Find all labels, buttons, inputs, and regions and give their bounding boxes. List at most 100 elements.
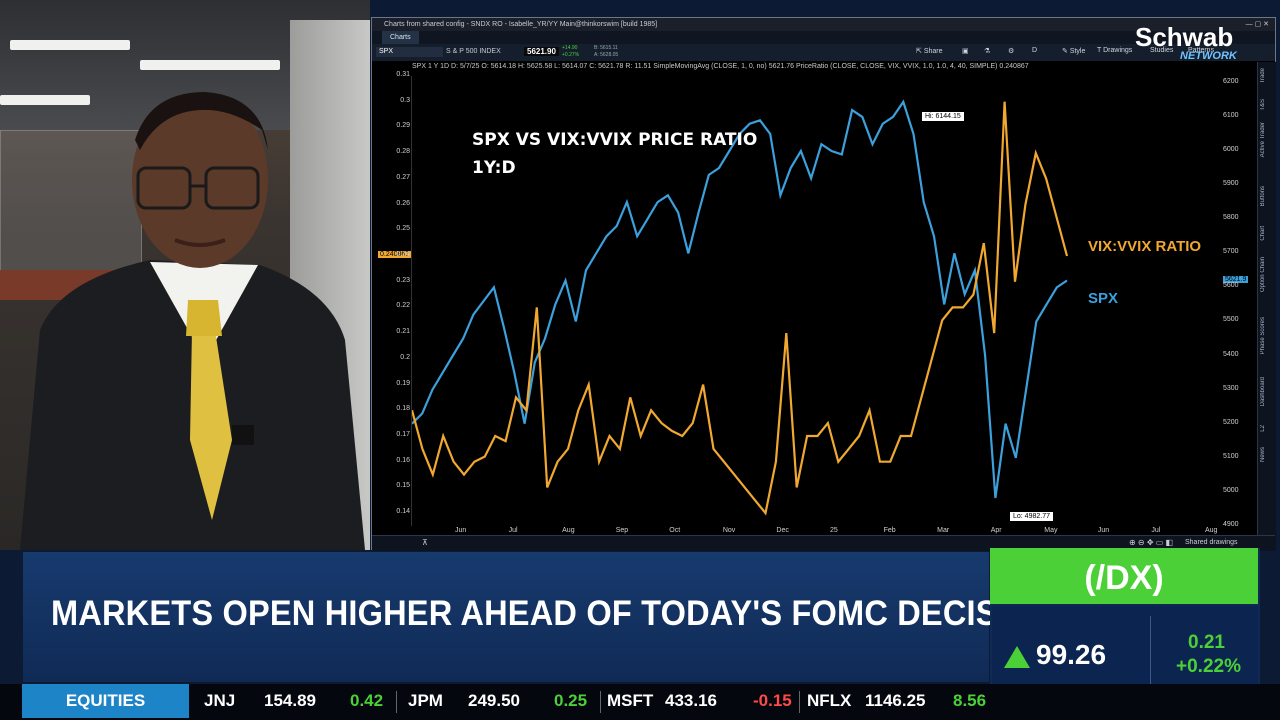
ask: A: 5628.05 [594, 52, 619, 58]
right-tick-label: 5400 [1223, 350, 1239, 358]
ticker-bar: EQUITIES JNJ 154.89 0.42 JPM 249.50 0.25 MSFT 4… [0, 684, 1280, 720]
right-tick-label: 5600 [1223, 282, 1239, 290]
ticker-symbol: MSFT [607, 691, 654, 710]
flask-icon[interactable]: ⚗ [984, 48, 991, 55]
left-tick-label: 0.28 [396, 148, 410, 156]
x-tick-label: Sep [615, 527, 629, 534]
ratio-price-marker: 0.240867 [378, 251, 412, 258]
left-tick-label: 0.14 [396, 508, 410, 516]
ticker-section-label: EQUITIES [22, 684, 189, 718]
right-tick-label: 5700 [1223, 248, 1239, 256]
right-tab-active-trader[interactable]: Active Trader [1260, 121, 1266, 157]
quote-symbol: (/DX) [990, 548, 1258, 604]
price-change-pct: +0.27% [562, 52, 580, 58]
zoom-controls-icon[interactable]: ⊕ ⊖ ✥ ▭ ◧ [1129, 538, 1174, 547]
ticker-change: 8.56 [953, 691, 987, 710]
left-tick-label: 0.2 [400, 353, 410, 361]
x-tick-label: Mar [937, 527, 950, 534]
x-tick-label: Dec [776, 527, 789, 534]
quote-change: 0.21 [1188, 632, 1225, 653]
right-tab-option-chain[interactable]: Option Chain [1260, 256, 1266, 292]
ticker-separator [799, 691, 800, 713]
ticker-price: 1146.25 [865, 691, 926, 710]
ticker-symbol: JPM [408, 691, 443, 710]
save-icon[interactable]: ▣ [962, 48, 969, 55]
x-tick-label: Jun [455, 527, 467, 534]
drawings-button[interactable]: T Drawings [1097, 47, 1133, 54]
headline-text: MARKETS OPEN HIGHER AHEAD OF TODAY'S FOM… [51, 594, 1057, 633]
gear-icon[interactable]: ⚙ [1008, 48, 1015, 55]
ticker-price: 154.89 [264, 691, 316, 710]
left-tick-label: 0.21 [396, 328, 410, 336]
series-line-vix-vvix-ratio [412, 101, 1069, 516]
chart-title: SPX VS VIX:VVIX PRICE RATIO [472, 130, 758, 150]
study-values: SPX 1 Y 1D D: 5/7/25 O: 5614.18 H: 5625.… [412, 63, 1029, 70]
right-tab-dashboard[interactable]: Dashboard [1260, 377, 1266, 407]
left-tick-label: 0.18 [396, 405, 410, 413]
x-tick-label: Jul [1151, 527, 1161, 534]
chart-svg [412, 99, 1069, 516]
right-tab-chart[interactable]: Chart [1260, 225, 1266, 241]
quote-price: 99.26 [1036, 639, 1107, 670]
study-info-bar: SPX 1 Y 1D D: 5/7/25 O: 5614.18 H: 5625.… [372, 61, 1275, 72]
brand-sub: NETWORK [1180, 50, 1237, 62]
ratio-label: VIX:VVIX RATIO [1088, 238, 1202, 255]
right-tab-trade[interactable]: Trade [1260, 68, 1266, 84]
left-tick-label: 0.19 [396, 379, 410, 387]
chart-bottom-bar: ⊼ ⊕ ⊖ ✥ ▭ ◧ Shared drawings [372, 535, 1275, 551]
high-annotation: Hi: 6144.15 [922, 112, 964, 121]
right-tab-phase-scores[interactable]: Phase Scores [1260, 317, 1266, 355]
shared-drawings-link[interactable]: Shared drawings [1185, 539, 1238, 546]
spx-price-marker: 5621.9 [1223, 276, 1249, 283]
x-tick-label: 25 [830, 527, 838, 534]
right-tab-l2[interactable]: L2 [1260, 425, 1266, 432]
x-tick-label: Oct [669, 527, 681, 534]
right-tick-label: 5200 [1223, 418, 1239, 426]
window-controls[interactable]: — ▢ ✕ [1245, 21, 1269, 28]
x-tick-label: Apr [990, 527, 1002, 534]
left-tick-label: 0.15 [396, 482, 410, 490]
aggregation-button[interactable]: D [1032, 47, 1038, 54]
left-tick-label: 0.31 [396, 71, 410, 78]
up-arrow-icon [1004, 646, 1030, 668]
right-tick-label: 5800 [1223, 214, 1239, 222]
ticker-change: 0.42 [350, 691, 384, 710]
tab-row: Charts [372, 31, 1275, 44]
last-price: 5621.90 [524, 47, 559, 56]
tab-charts[interactable]: Charts [382, 31, 419, 44]
chart-window[interactable]: Charts from shared config - SNDX RO - Is… [371, 17, 1276, 551]
x-tick-label: Aug [562, 527, 575, 534]
patterns-button[interactable]: Patterns [1188, 47, 1215, 54]
left-tick-label: 0.3 [400, 96, 410, 104]
left-tick-label: 0.24 [396, 251, 410, 258]
right-tick-label: 5000 [1223, 486, 1239, 494]
left-tick-label: 0.22 [396, 302, 410, 310]
left-tick-label: 0.23 [396, 276, 410, 284]
x-tick-label: Nov [722, 527, 736, 534]
window-titlebar[interactable]: Charts from shared config - SNDX RO - Is… [372, 18, 1275, 31]
right-tick-label: 5900 [1223, 180, 1239, 188]
style-button[interactable]: ✎ Style [1062, 48, 1086, 55]
window-title: Charts from shared config - SNDX RO - Is… [384, 21, 658, 28]
right-tab-buttons[interactable]: Buttons [1260, 186, 1266, 207]
x-tick-label: Jul [508, 527, 518, 534]
right-tab-t-s[interactable]: T&S [1260, 99, 1266, 111]
ceiling-light [10, 40, 130, 50]
symbol-name: S & P 500 INDEX [446, 48, 501, 55]
share-button[interactable]: ⇱ Share [916, 48, 943, 55]
glass-wall [0, 130, 142, 282]
right-tick-label: 5100 [1223, 452, 1239, 460]
ticker-price: 433.16 [665, 691, 717, 710]
symbol-input[interactable]: SPX [376, 47, 443, 57]
expand-icon[interactable]: ⊼ [422, 538, 428, 547]
chart-plot-area[interactable]: SPX VS VIX:VVIX PRICE RATIO 1Y:D Hi: 614… [411, 76, 1222, 526]
right-tab-news[interactable]: News [1260, 447, 1266, 463]
right-tick-label: 5500 [1223, 316, 1239, 324]
ceiling-light [140, 60, 280, 70]
spx-label: SPX [1088, 290, 1119, 307]
headline-banner: MARKETS OPEN HIGHER AHEAD OF TODAY'S FOM… [23, 552, 1056, 682]
studies-button[interactable]: Studies [1150, 47, 1174, 54]
right-tick-label: 6200 [1223, 77, 1239, 85]
ticker-symbol: NFLX [807, 691, 852, 710]
left-tick-label: 0.16 [396, 456, 410, 464]
